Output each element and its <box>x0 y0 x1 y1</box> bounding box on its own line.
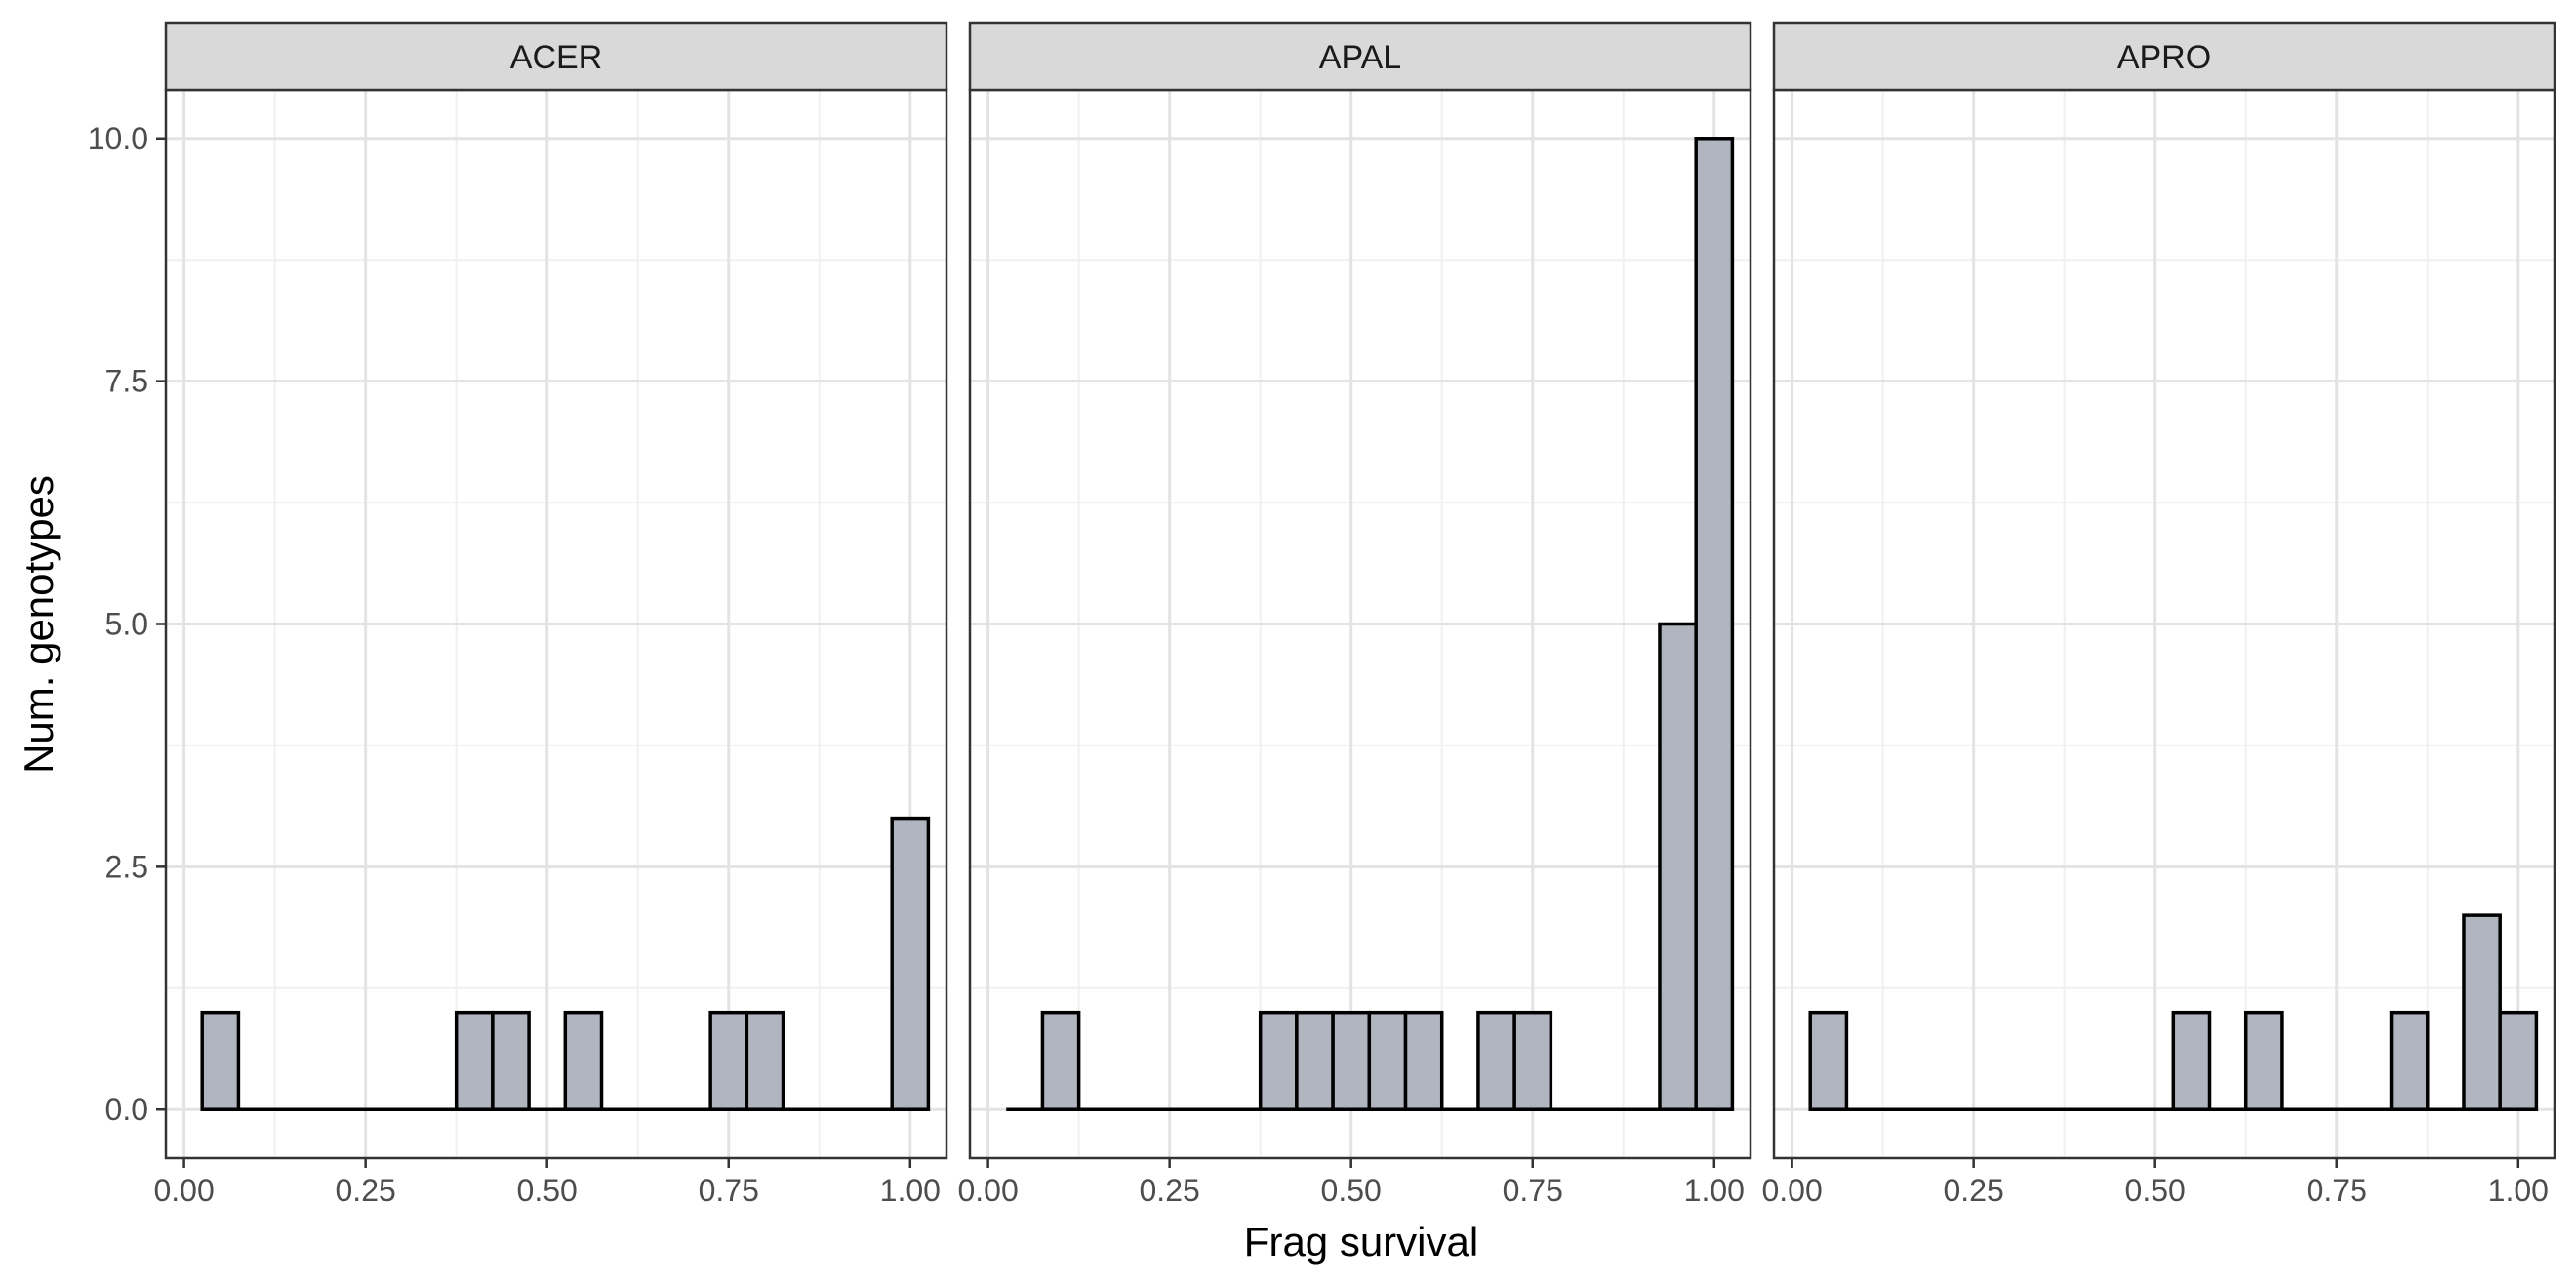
facet-strip-label: APRO <box>2117 39 2211 76</box>
histogram-bar <box>1331 1010 1372 1111</box>
histogram-bar <box>1258 1010 1299 1111</box>
histogram-bar <box>1512 1010 1553 1111</box>
histogram-bar <box>2389 1010 2430 1111</box>
y-axis-title: Num. genotypes <box>16 475 61 774</box>
facet-panels: ACER 0.00 0.25 0.50 0.75 1.00 APAL 0.00 0.25 0.50… <box>153 21 2556 1208</box>
x-tick-label: 0.75 <box>1503 1173 1563 1208</box>
x-tick-label: 0.00 <box>1761 1173 1822 1208</box>
x-tick-label: 0.50 <box>1321 1173 1382 1208</box>
histogram-bar <box>890 816 931 1111</box>
x-tick-label: 0.00 <box>153 1173 214 1208</box>
facet-acer: ACER 0.00 0.25 0.50 0.75 1.00 <box>153 21 948 1208</box>
histogram-bar <box>2243 1010 2284 1111</box>
histogram-bar <box>708 1010 749 1111</box>
y-tick-label: 7.5 <box>105 364 148 399</box>
y-axis: 0.0 2.5 5.0 7.5 10.0 <box>88 121 166 1127</box>
x-tick-label: 1.00 <box>1684 1173 1745 1208</box>
histogram-bar <box>1658 622 1698 1111</box>
histogram-bar <box>2462 913 2502 1111</box>
x-tick-label: 1.00 <box>880 1173 941 1208</box>
y-tick-label: 10.0 <box>88 121 148 156</box>
histogram-bar <box>1808 1010 1849 1111</box>
histogram-bar <box>1040 1010 1081 1111</box>
histogram-bar <box>2498 1010 2539 1111</box>
histogram-bar <box>1295 1010 1335 1111</box>
x-tick-label: 0.00 <box>957 1173 1018 1208</box>
facet-apro: APRO 0.00 0.25 0.50 0.75 1.00 <box>1761 21 2556 1208</box>
x-tick-label: 0.50 <box>2125 1173 2186 1208</box>
facet-strip <box>164 21 948 92</box>
histogram-bar <box>2171 1010 2212 1111</box>
x-tick-label: 0.25 <box>336 1173 396 1208</box>
x-tick-label: 0.25 <box>1140 1173 1200 1208</box>
y-tick-label: 0.0 <box>105 1092 148 1127</box>
facet-strip-label: APAL <box>1319 39 1401 76</box>
facet-strip-label: ACER <box>510 39 602 76</box>
y-tick-label: 5.0 <box>105 607 148 642</box>
facet-strip <box>968 21 1752 92</box>
histogram-bar <box>745 1010 785 1111</box>
histogram-bar <box>1694 137 1735 1111</box>
histogram-bar <box>491 1010 531 1111</box>
histogram-bar <box>563 1010 604 1111</box>
x-tick-label: 0.75 <box>2307 1173 2367 1208</box>
x-tick-label: 1.00 <box>2488 1173 2549 1208</box>
histogram-bar <box>454 1010 495 1111</box>
histogram-bar <box>1367 1010 1408 1111</box>
x-tick-label: 0.50 <box>517 1173 578 1208</box>
x-tick-label: 0.25 <box>1944 1173 2004 1208</box>
facet-apal: APAL 0.00 0.25 0.50 0.75 1.00 <box>957 21 1752 1208</box>
x-tick-label: 0.75 <box>699 1173 759 1208</box>
histogram-bar <box>1476 1010 1516 1111</box>
x-axis-title: Frag survival <box>1244 1219 1478 1265</box>
y-tick-label: 2.5 <box>105 849 148 884</box>
histogram-bar <box>1403 1010 1444 1111</box>
histogram-bar <box>200 1010 241 1111</box>
facet-strip <box>1772 21 2556 92</box>
